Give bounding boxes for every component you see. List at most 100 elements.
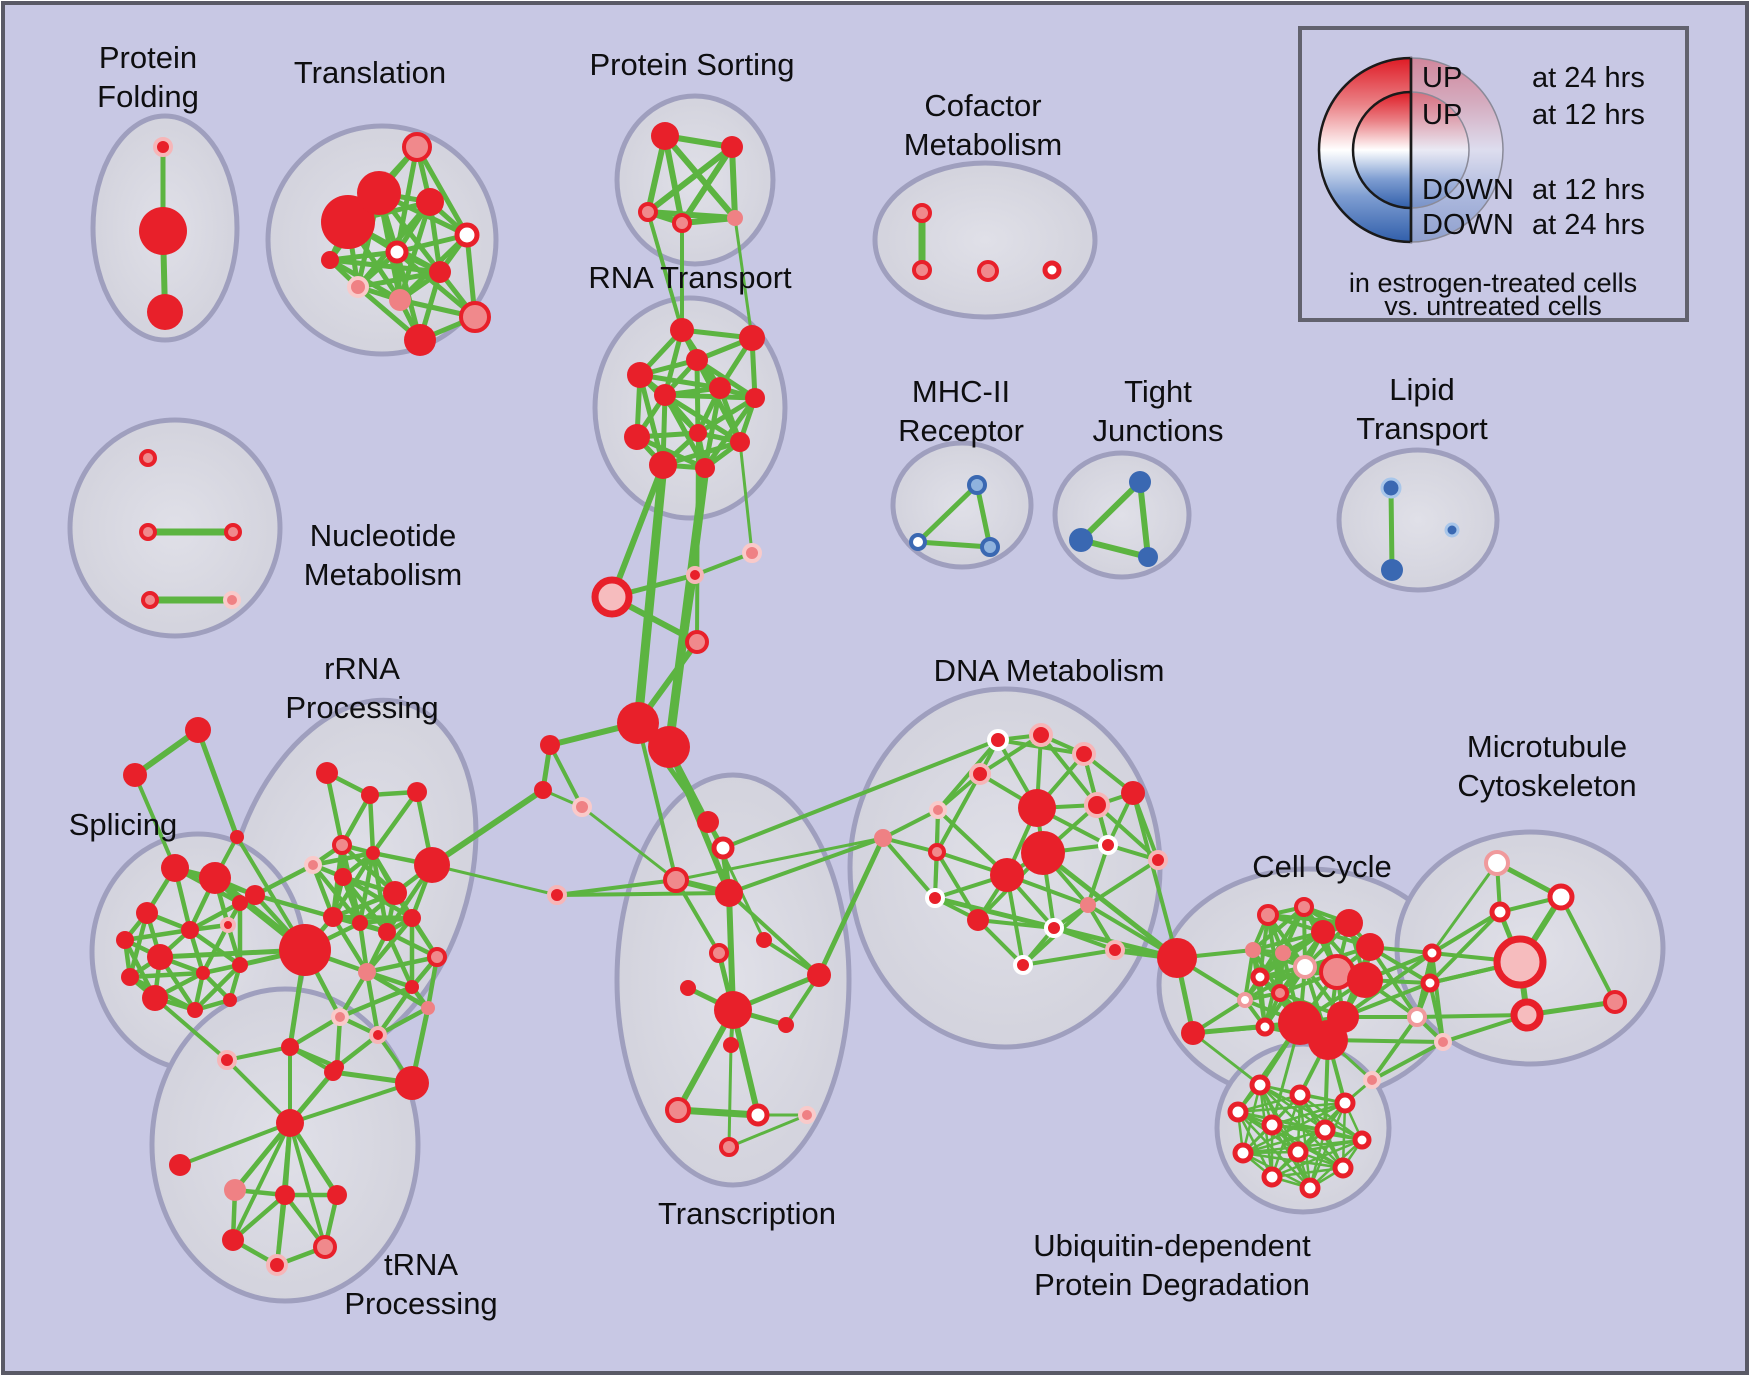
network-node xyxy=(323,907,343,927)
network-node xyxy=(1080,897,1096,913)
network-node xyxy=(1484,850,1510,876)
network-node xyxy=(1249,1074,1271,1096)
network-node xyxy=(331,1008,349,1026)
network-edge xyxy=(1191,1031,1262,1087)
network-edge xyxy=(310,850,376,868)
network-edge xyxy=(231,1121,292,1242)
network-edge xyxy=(1430,861,1499,955)
network-node xyxy=(798,1106,816,1124)
network-node xyxy=(369,1026,387,1044)
network-edge xyxy=(1040,850,1180,961)
network-node xyxy=(334,868,352,886)
network-node xyxy=(912,203,932,223)
network-node xyxy=(139,523,157,541)
network-edge xyxy=(667,573,697,749)
network-edge xyxy=(726,890,736,1013)
network-node xyxy=(1021,831,1065,875)
network-node xyxy=(395,1066,429,1100)
network-node xyxy=(1407,1007,1427,1027)
network-node xyxy=(332,835,352,855)
network-node xyxy=(361,786,379,804)
network-node xyxy=(224,523,242,541)
network-edge xyxy=(555,891,731,897)
network-node xyxy=(624,424,650,450)
network-node xyxy=(136,902,158,924)
network-node xyxy=(416,188,444,216)
network-edge xyxy=(674,1106,762,1119)
network-edge xyxy=(252,892,336,920)
network-edge xyxy=(122,927,193,943)
network-edge xyxy=(881,836,939,854)
network-node xyxy=(540,735,560,755)
network-node xyxy=(1327,1001,1359,1033)
network-node xyxy=(139,207,187,255)
network-node xyxy=(404,324,436,356)
network-node xyxy=(1013,955,1033,975)
network-node xyxy=(1314,1119,1336,1141)
network-edge xyxy=(881,836,937,900)
network-node xyxy=(1381,559,1403,581)
network-node xyxy=(454,222,480,248)
cluster-ellipse-trna-processing xyxy=(149,986,421,1304)
network-node xyxy=(1250,967,1270,987)
legend-inner-right-half xyxy=(1410,91,1470,209)
network-edge xyxy=(727,836,885,895)
network-edge xyxy=(187,900,243,933)
network-node xyxy=(648,726,690,768)
network-edge xyxy=(974,482,993,550)
network-node xyxy=(1157,938,1197,978)
network-node xyxy=(969,763,991,785)
network-edge xyxy=(1370,1040,1445,1082)
cluster-ellipse-tight-junctions xyxy=(1052,450,1192,580)
network-node xyxy=(711,836,735,860)
network-node xyxy=(1299,1177,1321,1199)
network-node xyxy=(1547,883,1575,911)
network-edge xyxy=(1430,910,1502,955)
network-node xyxy=(347,276,369,298)
network-node xyxy=(746,1103,770,1127)
network-node xyxy=(1332,1157,1354,1179)
network-node xyxy=(403,909,421,927)
network-node xyxy=(663,867,689,893)
network-node xyxy=(220,917,236,933)
network-node xyxy=(279,924,331,976)
network-edge xyxy=(429,787,546,868)
network-node xyxy=(147,944,173,970)
network-edge xyxy=(1078,479,1143,543)
network-node xyxy=(142,985,168,1011)
network-edge xyxy=(675,1007,736,1113)
network-node xyxy=(1237,992,1253,1008)
network-node xyxy=(723,1037,739,1053)
network-edge xyxy=(915,539,993,550)
network-node xyxy=(1257,904,1279,926)
network-edge xyxy=(727,1113,809,1149)
network-node xyxy=(222,1229,244,1251)
network-node xyxy=(1121,781,1145,805)
cluster-ellipse-cofactor-metabolism xyxy=(872,160,1098,320)
network-edge xyxy=(330,850,376,920)
network-edge xyxy=(816,835,886,978)
network-node xyxy=(1603,990,1627,1014)
network-edge xyxy=(364,915,415,975)
network-node xyxy=(1287,1141,1309,1163)
network-edge xyxy=(430,863,559,897)
network-edge xyxy=(1559,895,1617,1004)
network-edge xyxy=(881,808,940,840)
network-node xyxy=(141,591,159,609)
network-node xyxy=(161,854,189,882)
network-node xyxy=(385,240,409,264)
network-node xyxy=(1489,901,1511,923)
network-node xyxy=(313,1235,337,1259)
network-edge xyxy=(1251,930,1325,952)
network-node xyxy=(1380,477,1402,499)
network-node xyxy=(224,1179,246,1201)
network-node xyxy=(153,137,173,157)
cluster-ellipse-lipid-transport xyxy=(1336,447,1500,593)
network-node xyxy=(459,301,491,333)
network-edge xyxy=(695,395,758,436)
network-node xyxy=(685,630,709,654)
network-node xyxy=(874,829,892,847)
network-edge xyxy=(548,743,584,809)
network-node xyxy=(1444,522,1460,538)
network-edge xyxy=(225,1058,292,1125)
